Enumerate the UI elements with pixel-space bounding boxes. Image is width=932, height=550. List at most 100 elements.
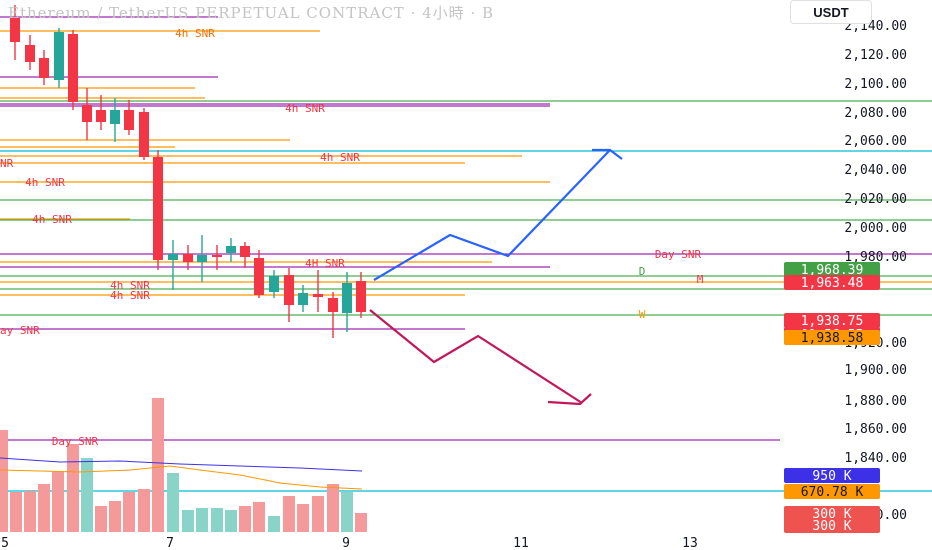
- price-badge: [784, 262, 880, 277]
- volume-bar: [355, 513, 367, 532]
- candle-body: [110, 110, 120, 124]
- candle-body: [139, 112, 149, 157]
- volume-bar: [283, 496, 295, 532]
- snr-label: Day SNR: [52, 435, 99, 448]
- candle-body: [313, 294, 323, 297]
- candle-body: [254, 258, 264, 295]
- candle-body: [328, 298, 338, 312]
- snr-label: 4h SNR: [175, 27, 215, 40]
- time-axis-tick: 9: [342, 536, 350, 550]
- volume-bar: [225, 510, 237, 532]
- volume-bar: [81, 458, 93, 532]
- currency-button[interactable]: USDT: [790, 0, 872, 24]
- price-badge-label: 1,938.75: [801, 314, 864, 329]
- price-badge-label: 1,963.48: [801, 276, 864, 291]
- volume-bar: [182, 510, 194, 532]
- volume-ma-line: [0, 457, 363, 472]
- price-axis-tick: 2,100.00: [844, 77, 907, 92]
- volume-bar: [38, 484, 50, 532]
- volume-bar: [196, 508, 208, 532]
- candle-body: [226, 246, 236, 253]
- candle-body: [197, 255, 207, 262]
- snr-label: NR: [0, 157, 14, 170]
- volume-bar: [138, 489, 150, 532]
- snr-label: ay SNR: [0, 324, 40, 337]
- volume-bar: [95, 506, 107, 532]
- price-axis-tick: 1,860.00: [844, 422, 907, 437]
- time-axis-tick: 13: [682, 536, 698, 550]
- snr-label: 4h SNR: [110, 289, 150, 302]
- volume-bar: [123, 492, 135, 532]
- volume-bar: [268, 516, 280, 532]
- candle-body: [269, 276, 279, 292]
- volume-bar: [152, 398, 164, 532]
- price-badge-label: 670.78 K: [801, 485, 864, 500]
- price-badge-label: 950 K: [812, 469, 851, 484]
- volume-bar: [167, 473, 179, 532]
- candle-body: [168, 254, 178, 260]
- price-badge-label: 300 K: [812, 519, 851, 534]
- candle-body: [342, 283, 352, 313]
- snr-label: W: [639, 308, 646, 321]
- volume-bar: [52, 471, 64, 532]
- price-axis-tick: 1,840.00: [844, 451, 907, 466]
- candle-body: [212, 255, 222, 257]
- symbol-title: Ethereum / TetherUS PERPETUAL CONTRACT ·…: [8, 4, 494, 22]
- price-badge: [784, 506, 880, 521]
- volume-bar: [0, 430, 8, 532]
- price-axis-tick: 2,080.00: [844, 106, 907, 121]
- arrowhead-icon: [592, 148, 623, 160]
- time-axis-tick: 7: [166, 536, 174, 550]
- price-axis-tick: 2,020.00: [844, 192, 907, 207]
- price-badge: [784, 468, 880, 483]
- snr-label: Day SNR: [655, 248, 702, 261]
- candle-body: [356, 281, 366, 312]
- price-badge-label: 1,968.39: [801, 263, 864, 278]
- price-axis-tick: 1,880.00: [844, 394, 907, 409]
- volume-bar: [327, 484, 339, 532]
- volume-bar: [109, 501, 121, 532]
- snr-label: 4H SNR: [305, 257, 345, 270]
- price-badge: [784, 330, 880, 345]
- forecast-down-arrow: [369, 309, 583, 404]
- volume-bar: [67, 444, 79, 532]
- volume-bar: [211, 508, 223, 532]
- volume-bar: [297, 504, 309, 532]
- candle-body: [68, 34, 78, 102]
- forecast-up-arrow: [373, 149, 611, 281]
- arrowhead-icon: [547, 393, 592, 406]
- volume-ma-line: [0, 465, 363, 490]
- candle-body: [10, 18, 20, 42]
- volume-bar: [312, 496, 324, 532]
- price-axis-tick: 2,060.00: [844, 134, 907, 149]
- time-axis-tick: 11: [513, 536, 529, 550]
- candle-body: [96, 110, 106, 122]
- candle-body: [183, 254, 193, 262]
- volume-bar: [253, 502, 265, 532]
- volume-bar: [10, 492, 22, 532]
- candle-body: [153, 157, 163, 260]
- candle-body: [39, 58, 49, 78]
- snr-label: 4h SNR: [285, 102, 325, 115]
- snr-label: 4h SNR: [32, 213, 72, 226]
- price-badge-label: 1,938.58: [801, 331, 864, 346]
- price-badge: [784, 518, 880, 533]
- price-axis-tick: 2,040.00: [844, 163, 907, 178]
- snr-label: M: [697, 273, 704, 286]
- price-axis-tick: 1,980.00: [844, 250, 907, 265]
- price-axis-tick: 2,000.00: [844, 221, 907, 236]
- candle-body: [25, 45, 35, 62]
- candle-body: [240, 246, 250, 257]
- volume-bar: [341, 492, 353, 532]
- time-axis-tick: 5: [1, 536, 9, 550]
- candle-body: [124, 110, 134, 130]
- snr-label: 4h SNR: [25, 176, 65, 189]
- volume-bar: [239, 506, 251, 532]
- price-badge: [784, 484, 880, 499]
- snr-label: 4h SNR: [320, 151, 360, 164]
- price-badge: [784, 313, 880, 328]
- volume-bar: [24, 491, 36, 532]
- candle-body: [298, 293, 308, 305]
